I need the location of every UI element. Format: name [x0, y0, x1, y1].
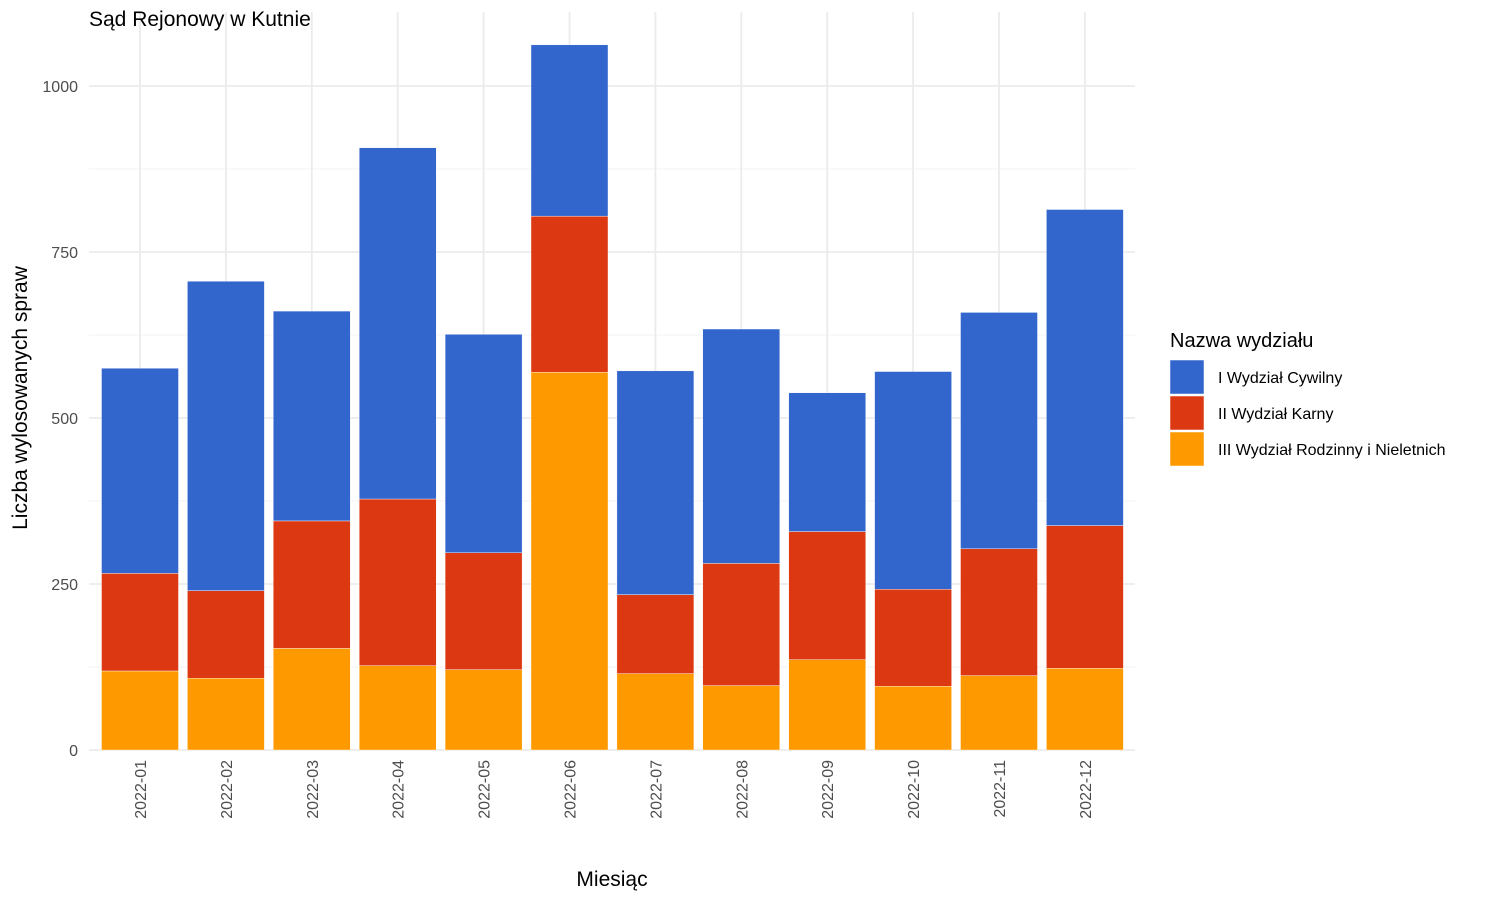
bar-segment [874, 686, 952, 751]
bar-segment [702, 563, 780, 686]
legend-title: Nazwa wydziału [1170, 330, 1313, 352]
bars-layer [101, 44, 1124, 751]
bar-segment [874, 371, 952, 590]
bar-segment [359, 665, 437, 751]
x-tick-label: 2022-08 [734, 760, 751, 819]
x-tick-label: 2022-06 [563, 760, 580, 819]
bar-segment [616, 673, 695, 751]
x-axis-ticks: 2022-01 2022-02 2022-03 2022-04 2022-05 2022-… [133, 760, 1095, 819]
bar-segment [702, 328, 780, 564]
bar-segment [359, 147, 437, 500]
legend-swatch [1169, 395, 1205, 431]
bar-segment [788, 659, 866, 751]
y-axis-title: Liczba wylosowanych spraw [9, 265, 32, 530]
x-tick-label: 2022-02 [219, 760, 236, 819]
y-tick-label: 250 [51, 577, 78, 594]
chart-title: Sąd Rejonowy w Kutnie [89, 8, 311, 31]
bar-segment [444, 552, 523, 670]
x-tick-label: 2022-04 [391, 760, 408, 819]
bar-segment [359, 498, 437, 666]
bar-segment [788, 392, 866, 532]
bar-segment [187, 590, 265, 679]
bar-segment [960, 548, 1038, 676]
x-tick-label: 2022-11 [992, 760, 1009, 818]
y-axis-ticks: 0 250 500 750 1000 [42, 79, 78, 760]
x-tick-label: 2022-03 [305, 760, 322, 819]
y-tick-label: 1000 [42, 79, 78, 96]
bar-segment [187, 678, 265, 751]
bar-segment [530, 215, 609, 373]
legend-label: II Wydział Karny [1218, 406, 1333, 423]
x-axis-title: Miesiąc [576, 868, 647, 891]
bar-segment [874, 589, 952, 687]
bar-segment [616, 594, 695, 674]
bar-segment [530, 371, 609, 751]
y-tick-label: 0 [69, 743, 78, 760]
legend-label: I Wydział Cywilny [1218, 370, 1342, 387]
bar-segment [187, 281, 265, 591]
bar-segment [101, 670, 179, 751]
x-tick-label: 2022-05 [477, 760, 494, 819]
x-tick-label: 2022-09 [820, 760, 837, 819]
legend-label: III Wydział Rodzinny i Nieletnich [1218, 442, 1446, 459]
x-tick-label: 2022-10 [906, 760, 923, 819]
bar-segment [273, 310, 351, 522]
x-tick-label: 2022-07 [648, 760, 665, 819]
bar-segment [101, 368, 179, 574]
x-tick-label: 2022-12 [1078, 760, 1095, 819]
x-tick-label: 2022-01 [133, 760, 150, 819]
bar-segment [1046, 525, 1124, 669]
bar-segment [1046, 209, 1124, 526]
y-tick-label: 500 [51, 411, 78, 428]
bar-segment [444, 669, 523, 751]
legend-swatch [1169, 359, 1205, 395]
y-tick-label: 750 [51, 245, 78, 262]
bar-segment [616, 370, 695, 595]
legend-items: I Wydział Cywilny II Wydział Karny III Wyd… [1169, 359, 1446, 467]
legend: Nazwa wydziału I Wydział Cywilny II Wydzi… [1169, 330, 1446, 467]
bar-segment [960, 675, 1038, 751]
bar-segment [702, 685, 780, 751]
legend-swatch [1169, 431, 1205, 467]
bar-segment [1046, 668, 1124, 751]
bar-segment [530, 44, 609, 217]
bar-segment [444, 334, 523, 553]
bar-segment [101, 573, 179, 672]
bar-segment [273, 520, 351, 649]
bar-segment [960, 312, 1038, 550]
bar-segment [273, 648, 351, 751]
bar-segment [788, 531, 866, 660]
